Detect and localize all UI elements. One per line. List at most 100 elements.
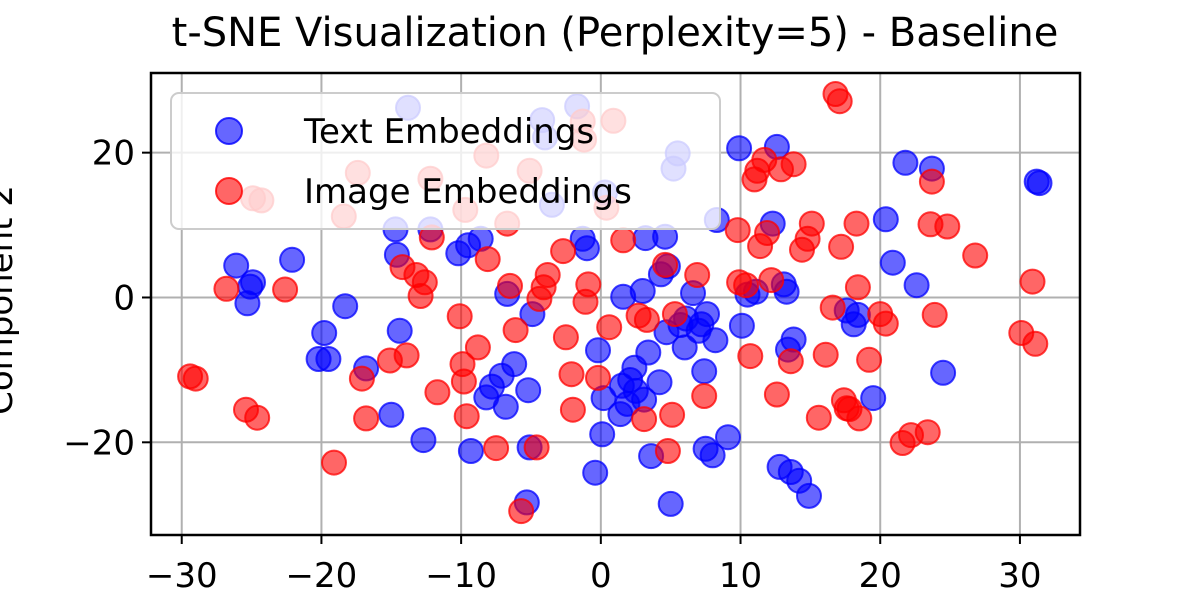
text-embedding-point — [844, 301, 871, 328]
legend-label-image-embeddings: Image Embeddings — [304, 172, 632, 212]
image-embedding-point — [550, 238, 577, 265]
text-embedding-point — [726, 135, 753, 162]
y-tick-label: 20 — [92, 134, 135, 174]
image-embedding-point — [661, 301, 688, 328]
x-tick-label: 0 — [590, 556, 612, 596]
text-embedding-point — [315, 346, 342, 372]
text-embedding-point — [892, 149, 919, 176]
image-embedding-point — [182, 365, 209, 392]
text-embedding-point — [629, 278, 656, 304]
image-embedding-point — [819, 294, 846, 321]
image-embedding-point — [464, 334, 491, 361]
text-embedding-point — [780, 326, 807, 353]
image-embedding-point — [559, 396, 586, 423]
text-embedding-point — [903, 272, 930, 299]
image-embedding-point — [534, 262, 561, 288]
image-embedding-point — [502, 317, 529, 344]
text-embedding-point — [386, 317, 413, 344]
legend-marker-image-embeddings — [215, 177, 243, 205]
x-tick-label: −20 — [286, 556, 358, 596]
image-embedding-point — [684, 262, 711, 288]
image-embedding-point — [450, 368, 477, 395]
text-embedding-point — [796, 482, 822, 509]
text-embedding-point — [702, 327, 729, 354]
image-embedding-point — [918, 168, 945, 195]
image-embedding-point — [272, 276, 299, 303]
image-embedding-point — [826, 88, 853, 115]
text-embedding-point — [311, 320, 338, 346]
text-embedding-point — [515, 377, 542, 404]
image-embedding-point — [213, 275, 240, 302]
image-embedding-point — [812, 341, 839, 368]
image-embedding-point — [446, 303, 473, 330]
y-axis-label: Component 2 — [0, 185, 21, 415]
image-embedding-point — [844, 274, 871, 301]
legend-label-text-embeddings: Text Embeddings — [303, 112, 594, 152]
text-embedding-point — [378, 401, 405, 428]
text-embedding-point — [501, 351, 528, 378]
x-tick-label: 20 — [859, 556, 902, 596]
x-tick-label: −30 — [146, 556, 218, 596]
image-embedding-point — [921, 301, 948, 328]
y-tick-label: −20 — [63, 423, 135, 463]
text-embedding-point — [410, 427, 437, 454]
image-embedding-point — [244, 404, 271, 431]
image-embedding-point — [596, 314, 623, 341]
image-embedding-point — [754, 220, 781, 246]
text-embedding-point — [691, 358, 718, 385]
image-embedding-point — [1019, 268, 1046, 295]
image-embedding-point — [497, 272, 523, 299]
image-embedding-point — [483, 435, 510, 462]
image-embedding-point — [737, 343, 764, 370]
image-embedding-point — [934, 213, 961, 240]
text-embedding-point — [1026, 170, 1053, 197]
text-embedding-point — [234, 290, 261, 317]
image-embedding-point — [508, 498, 535, 525]
x-tick-label: 30 — [998, 556, 1041, 596]
text-embedding-point — [930, 359, 957, 386]
image-embedding-point — [843, 210, 870, 237]
image-embedding-point — [474, 246, 501, 273]
image-embedding-point — [659, 401, 686, 428]
text-embedding-point — [699, 442, 726, 469]
image-embedding-point — [424, 379, 451, 406]
text-embedding-point — [573, 235, 600, 262]
image-embedding-point — [856, 346, 883, 373]
text-embedding-point — [589, 421, 616, 448]
image-embedding-point — [558, 361, 585, 388]
x-tick-label: 10 — [719, 556, 762, 596]
image-embedding-point — [411, 269, 438, 296]
image-embedding-point — [453, 403, 480, 430]
image-embedding-point — [654, 438, 681, 464]
axis-ticks: −30 −20 −10 0 10 20 30 −20 0 20 — [63, 134, 1041, 596]
image-embedding-point — [872, 310, 899, 337]
image-embedding-point — [846, 405, 873, 432]
chart-title: t-SNE Visualization (Perplexity=5) - Bas… — [172, 10, 1059, 56]
text-embedding-point — [492, 393, 519, 420]
image-embedding-point — [805, 404, 832, 431]
image-embedding-point — [1022, 330, 1049, 357]
text-embedding-point — [715, 424, 741, 451]
image-embedding-point — [780, 151, 807, 178]
text-embedding-point — [646, 369, 673, 396]
image-embedding-point — [798, 210, 825, 237]
image-embedding-point — [610, 227, 637, 254]
text-embedding-point — [694, 301, 720, 328]
text-embedding-point — [635, 339, 662, 366]
legend-marker-text-embeddings — [215, 117, 243, 145]
y-tick-label: 0 — [113, 278, 135, 318]
text-embedding-point — [332, 293, 359, 320]
legend-box — [170, 92, 721, 230]
image-embedding-point — [631, 406, 658, 433]
legend: Text Embeddings Image Embeddings — [170, 92, 721, 230]
x-tick-label: −10 — [425, 556, 497, 596]
image-embedding-point — [691, 383, 718, 409]
text-embedding-point — [657, 490, 684, 517]
image-embedding-point — [585, 364, 611, 391]
text-embedding-point — [223, 252, 250, 279]
image-embedding-point — [633, 306, 660, 333]
text-embedding-point — [671, 334, 698, 361]
text-embedding-point — [457, 438, 484, 464]
image-embedding-point — [763, 381, 790, 408]
